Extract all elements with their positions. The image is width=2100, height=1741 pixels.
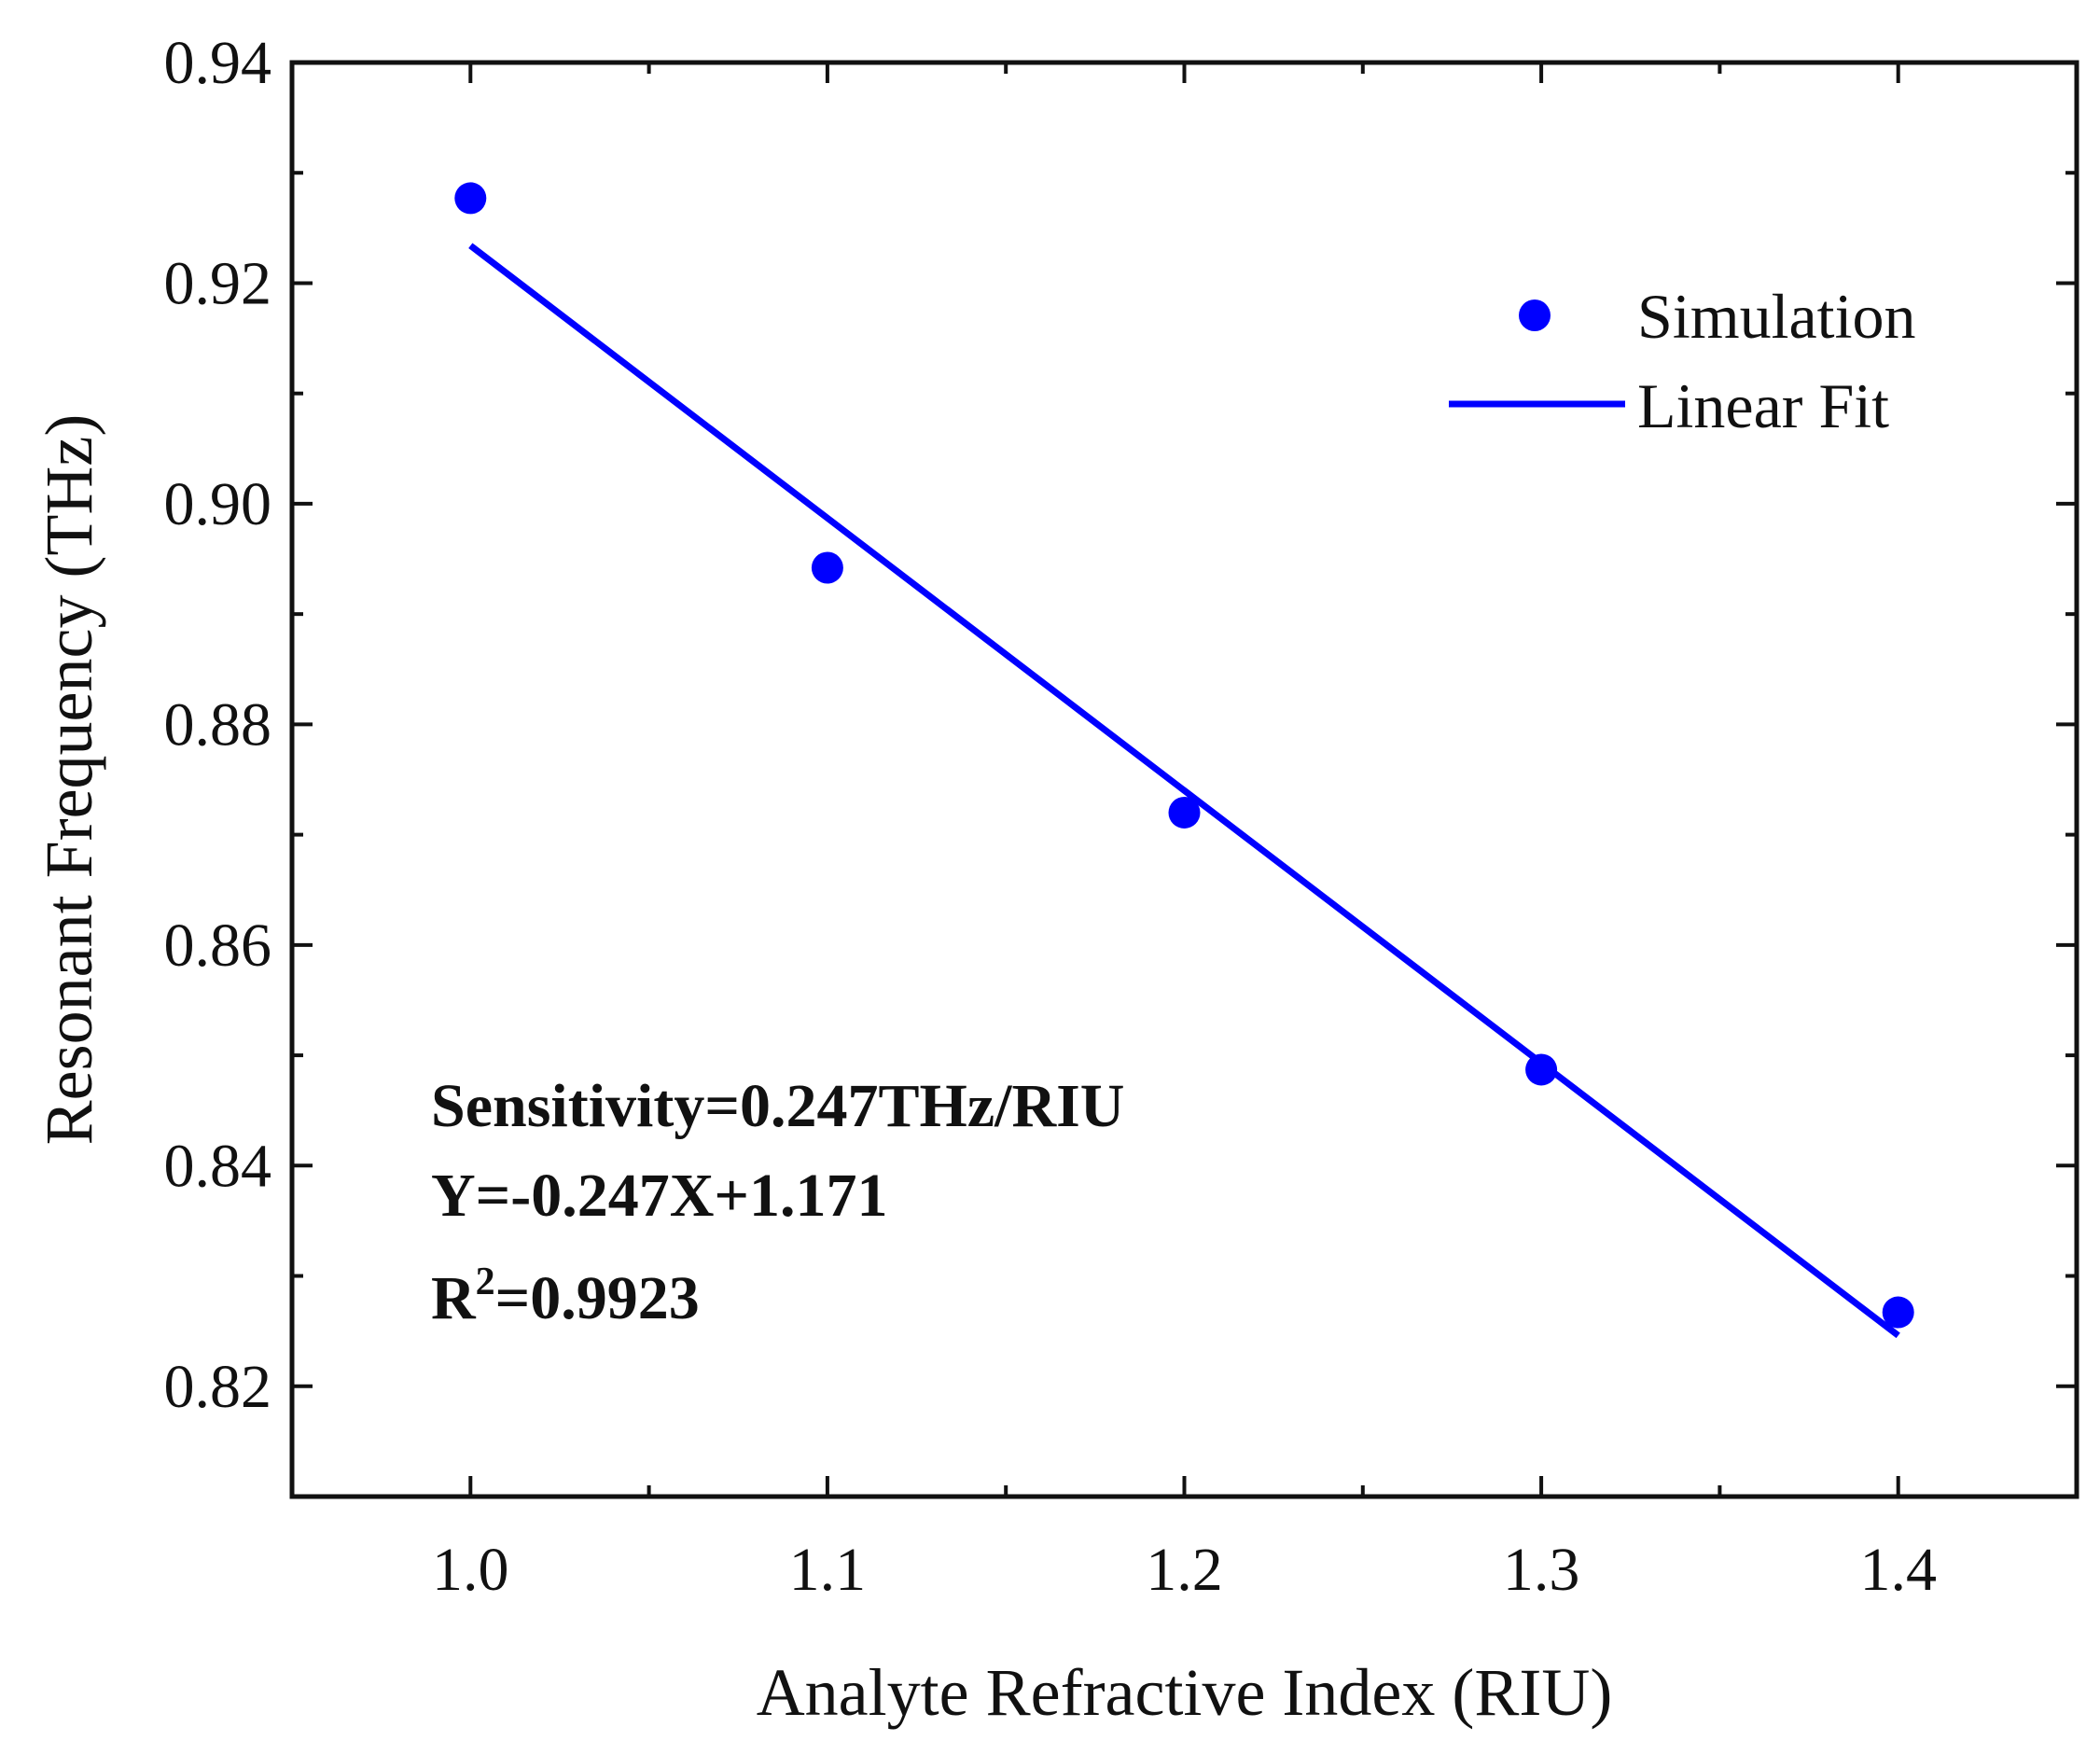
series-layer (454, 182, 1914, 1339)
plot-frame (289, 60, 2079, 1499)
y-tick-label: 0.92 (164, 249, 272, 317)
y-tick-label: 0.86 (164, 912, 272, 980)
legend-simulation-label: Simulation (1637, 281, 1915, 352)
r-squared-prefix: R (431, 1264, 477, 1332)
legend-linear-fit-label: Linear Fit (1637, 370, 1889, 441)
r-squared-annotation: R2=0.9923 (431, 1260, 700, 1332)
y-tick-label: 0.88 (164, 690, 272, 759)
legend: Simulation Linear Fit (1449, 281, 1915, 441)
y-tick-label: 0.82 (164, 1353, 272, 1421)
tick-labels-layer: 1.0 1.1 1.2 1.3 1.4 0.82 0.84 0.86 0.88 0.90 0.92 0… (164, 29, 1937, 1604)
legend-simulation-marker (1519, 299, 1551, 331)
y-axis-title: Resonant Frequency (THz) (32, 414, 106, 1146)
y-tick-label: 0.84 (164, 1132, 272, 1200)
linear-fit-line (468, 243, 1900, 1339)
x-tick-label: 1.3 (1503, 1536, 1580, 1604)
sensitivity-annotation: Sensitivity=0.247THz/RIU (431, 1072, 1124, 1140)
simulation-point (811, 551, 843, 584)
equation-annotation: Y=-0.247X+1.171 (431, 1162, 888, 1230)
r-squared-superscript: 2 (476, 1260, 495, 1303)
simulation-point (1882, 1296, 1914, 1329)
y-tick-label: 0.94 (164, 29, 272, 97)
x-axis-title: Analyte Refractive Index (RIU) (757, 1655, 1613, 1730)
x-tick-label: 1.0 (432, 1536, 509, 1604)
simulation-point (1525, 1053, 1558, 1086)
simulation-point (454, 182, 487, 215)
x-tick-label: 1.4 (1859, 1536, 1937, 1604)
r-squared-value: =0.9923 (495, 1264, 700, 1332)
simulation-point (1168, 796, 1201, 829)
annotations: Sensitivity=0.247THz/RIU Y=-0.247X+1.171… (431, 1072, 1124, 1332)
x-tick-label: 1.1 (789, 1536, 867, 1604)
x-tick-label: 1.2 (1146, 1536, 1223, 1604)
y-tick-label: 0.90 (164, 470, 272, 538)
